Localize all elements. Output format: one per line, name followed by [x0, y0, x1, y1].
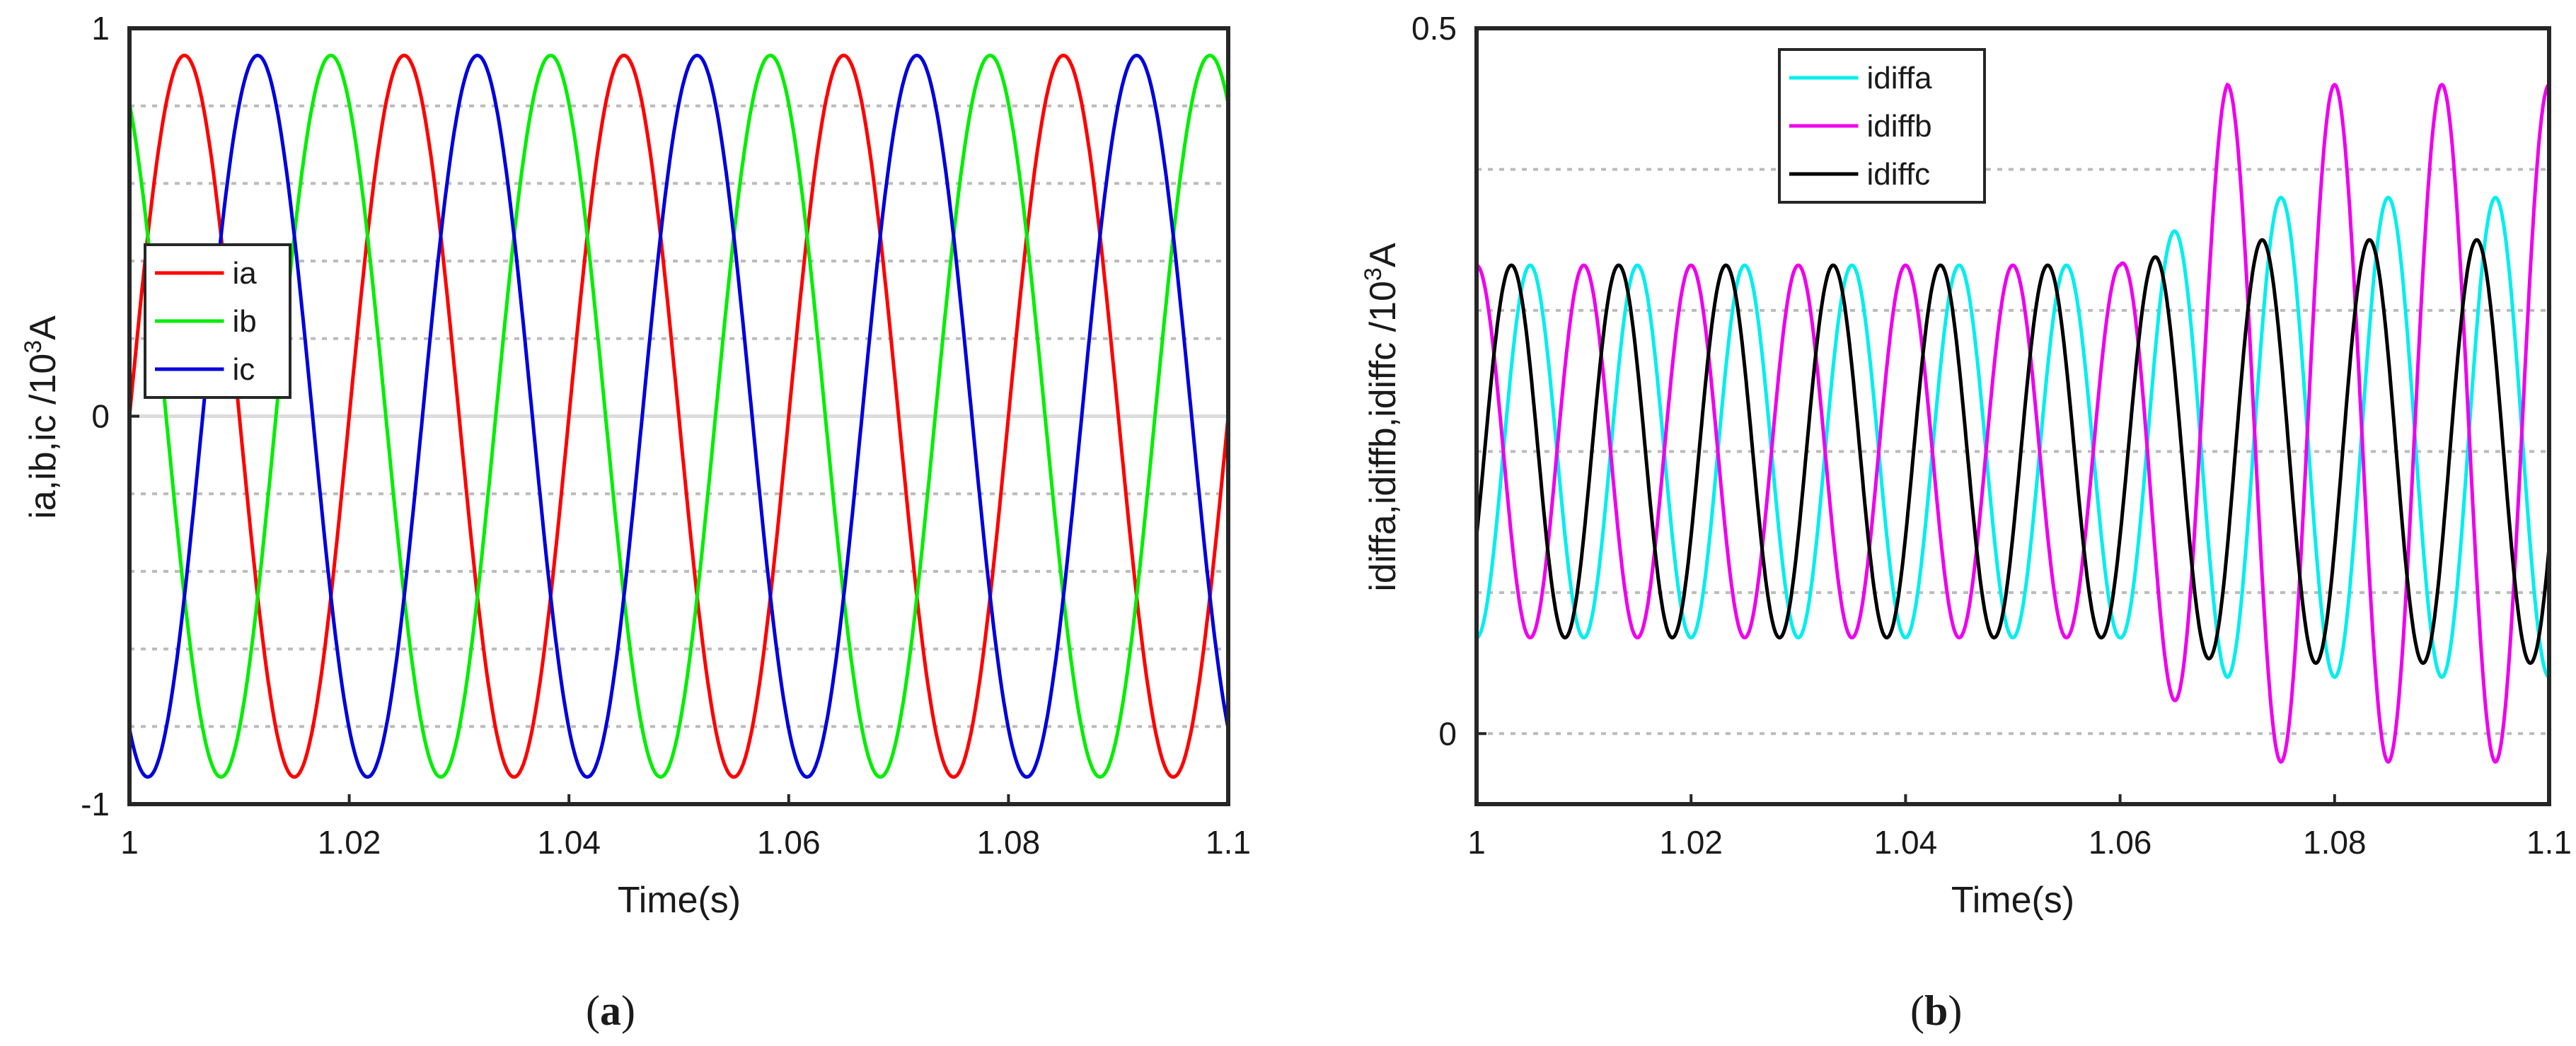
- grid-lines: [1477, 168, 2549, 736]
- x-tick-label: 1.1: [2526, 824, 2572, 861]
- y-axis-label: ia,ib,ic /103A: [20, 315, 64, 519]
- panel-b: 1 1.02 1.04 1.06 1.08 1.1 00.5 Time(s) idiffa…: [1360, 10, 2572, 921]
- panel-a: 1 1.02 1.04 1.06 1.08 1.1 -1 0 1 Time(s) ia,ib,…: [20, 10, 1251, 921]
- y-axis-label-exponent: 3: [20, 340, 47, 354]
- x-tick-label: 1.02: [318, 824, 381, 861]
- y-tick-label: 0.5: [1411, 10, 1457, 47]
- x-tick-label: 1: [1467, 824, 1486, 861]
- series-line-idiffb: [1476, 82, 2551, 764]
- x-axis-label: Time(s): [1951, 880, 2074, 921]
- series-group: [1474, 82, 2551, 764]
- y-axis-label-unit: A: [23, 315, 64, 340]
- series-line-idiffc: [1474, 238, 2551, 665]
- legend: idiffa idiffb idiffc: [1778, 48, 1986, 204]
- legend-label: ia: [233, 256, 258, 291]
- y-axis-label-main: idiffa,idiffb,idiffc /10: [1363, 281, 1404, 591]
- x-tick-label: 1.08: [2303, 824, 2367, 861]
- plot-frame: [1474, 26, 2551, 806]
- x-tick-label: 1: [120, 824, 139, 861]
- y-tick-labels: -1 0 1: [81, 10, 139, 823]
- y-tick-label: 0: [1438, 715, 1457, 752]
- x-tick-label: 1.06: [2089, 824, 2152, 861]
- legend-label: idiffc: [1867, 157, 1931, 192]
- panel-label-a: (a): [586, 987, 635, 1034]
- y-axis-label-unit: A: [1363, 243, 1404, 267]
- panel-label-b: (b): [1910, 987, 1963, 1034]
- y-tick-label: -1: [81, 786, 110, 823]
- series-line-ia: [127, 53, 1230, 779]
- x-tick-labels: 1 1.02 1.04 1.06 1.08 1.1: [1467, 794, 2572, 861]
- legend-label: ic: [233, 352, 255, 387]
- y-tick-label: 0: [91, 398, 110, 435]
- legend-label: idiffa: [1867, 61, 1933, 95]
- legend-label: ib: [233, 304, 257, 339]
- x-axis-label: Time(s): [618, 880, 741, 921]
- x-tick-label: 1.02: [1659, 824, 1723, 861]
- y-tick-label: 1: [91, 10, 110, 47]
- panel-label-b-letter: b: [1924, 987, 1948, 1034]
- y-axis-label-exponent: 3: [1360, 267, 1387, 281]
- legend-label: idiffb: [1867, 109, 1932, 144]
- series-line-ic: [127, 53, 1230, 779]
- x-tick-label: 1.06: [757, 824, 821, 861]
- x-tick-label: 1.04: [537, 824, 601, 861]
- x-tick-label: 1.08: [977, 824, 1041, 861]
- x-tick-labels: 1 1.02 1.04 1.06 1.08 1.1: [120, 794, 1251, 861]
- x-tick-label: 1.04: [1874, 824, 1938, 861]
- x-tick-label: 1.1: [1206, 824, 1251, 861]
- y-axis-label: idiffa,idiffb,idiffc /103A: [1360, 243, 1404, 591]
- panel-label-a-letter: a: [599, 987, 621, 1034]
- legend: ia ib ic: [144, 243, 291, 399]
- series-line-ib: [127, 53, 1230, 779]
- series-group: [127, 53, 1230, 779]
- y-axis-label-main: ia,ib,ic /10: [23, 354, 64, 519]
- y-tick-labels: 00.5: [1411, 10, 1486, 752]
- series-line-idiffa: [1476, 195, 2550, 680]
